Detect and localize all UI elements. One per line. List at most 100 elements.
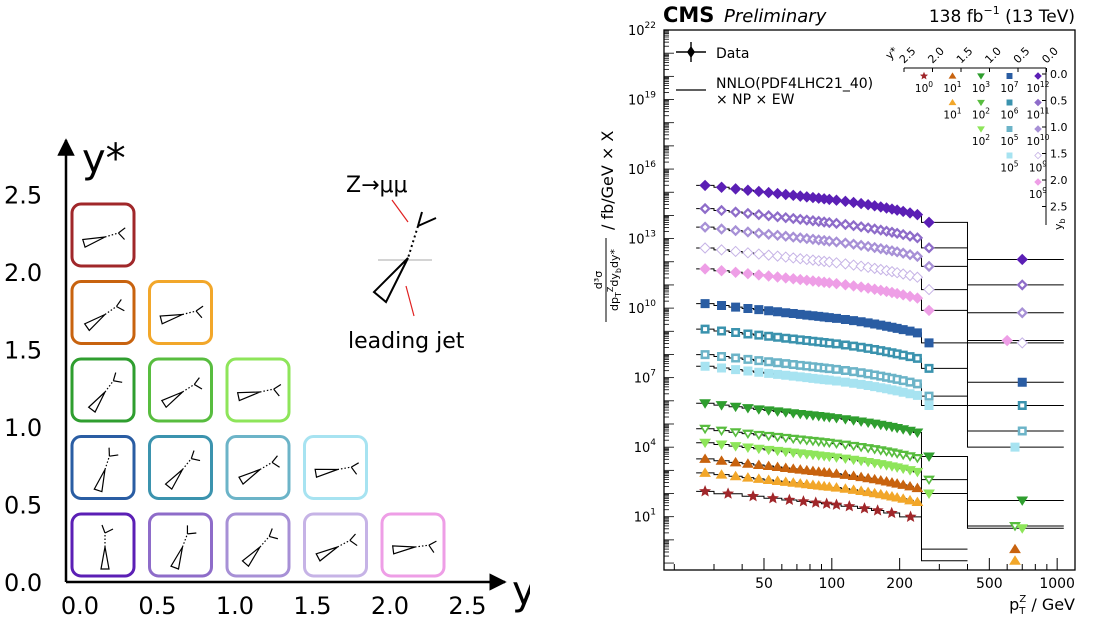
x-tick-label: 1000 — [1039, 576, 1075, 592]
bin-muon-line — [109, 454, 119, 457]
data-marker-inner — [810, 339, 815, 344]
ylabel-frac-den: dpTZdybdy* — [606, 249, 623, 311]
data-marker — [781, 370, 791, 380]
data-marker — [699, 438, 711, 449]
data-marker — [762, 270, 775, 282]
data-marker-inner — [733, 228, 739, 234]
data-marker-inner — [834, 367, 839, 372]
data-marker-inner — [834, 341, 839, 346]
data-marker-inner — [866, 346, 871, 351]
data-marker — [731, 302, 741, 312]
schematic-bin — [148, 280, 213, 345]
data-marker-inner — [907, 252, 913, 258]
schematic-axes: y* yb — [57, 136, 530, 618]
data-marker — [1001, 334, 1013, 347]
data-marker — [771, 407, 784, 417]
data-marker-inner — [851, 223, 857, 229]
data-marker — [764, 368, 774, 378]
bin-box — [225, 357, 291, 423]
data-marker-inner — [790, 234, 796, 240]
data-marker — [781, 308, 791, 318]
process-label: Z→μμ — [346, 173, 408, 198]
data-marker — [1016, 337, 1028, 349]
data-marker-inner — [719, 428, 725, 433]
bin-muon-line — [428, 540, 437, 546]
data-marker — [847, 196, 860, 209]
inset-top-label: 2.5 — [897, 45, 919, 67]
data-marker — [830, 277, 843, 290]
data-marker — [904, 510, 917, 522]
data-marker — [743, 303, 753, 313]
data-marker-inner — [775, 214, 781, 220]
data-marker-inner — [858, 242, 864, 248]
data-marker-inner — [901, 378, 906, 383]
x-tick-label: 50 — [755, 576, 773, 592]
schematic-y-tick: 2.5 — [4, 182, 42, 210]
data-marker — [924, 400, 934, 410]
data-marker — [897, 205, 909, 218]
inset-top-label: 0.5 — [1011, 45, 1033, 67]
data-marker-inner — [790, 216, 796, 222]
ylabel-rest: / fb/GeV × X — [598, 131, 617, 230]
bin-box — [70, 202, 136, 268]
data-marker — [771, 475, 784, 485]
data-marker — [797, 495, 810, 507]
x-axis-title: yb — [512, 568, 530, 618]
data-marker — [1009, 555, 1021, 565]
data-marker-inner — [797, 216, 803, 222]
bin-jet-cone — [236, 391, 261, 402]
bin-jet-cone — [93, 469, 106, 493]
inset-scale-label: 109 — [1029, 186, 1047, 201]
schematic-bin — [303, 512, 368, 578]
chart-lumi: 138 fb−1 (13 TeV) — [929, 4, 1075, 27]
data-marker-inner — [766, 231, 772, 237]
data-marker-inner — [702, 427, 708, 432]
data-marker — [855, 260, 867, 272]
data-marker-inner — [927, 366, 932, 371]
legend-data-label: Data — [716, 46, 749, 62]
bin-z-line — [182, 383, 195, 393]
inset-scale-label: 1011 — [1027, 107, 1050, 122]
data-marker — [783, 493, 796, 506]
data-marker-inner — [766, 434, 772, 439]
x-tick-label: 500 — [976, 576, 1003, 592]
y-tick-label: 1016 — [628, 160, 656, 178]
data-marker — [766, 491, 779, 504]
schematic-x-ticks: 0.0 0.5 1.0 1.5 2.0 2.5 — [61, 592, 487, 620]
data-marker — [1010, 442, 1020, 452]
data-marker — [699, 179, 711, 192]
data-marker — [731, 365, 741, 375]
data-marker-inner — [900, 250, 906, 256]
data-marker-inner — [719, 226, 725, 232]
data-marker — [904, 494, 916, 505]
bin-muon-line — [113, 380, 123, 383]
bin-jet-cone — [238, 468, 261, 486]
data-marker — [885, 506, 898, 519]
schematic-y-ticks: 0.0 0.5 1.0 1.5 2.0 2.5 — [4, 182, 42, 598]
data-marker-inner — [756, 230, 762, 236]
ylabel-frac-num: d³σ — [592, 271, 605, 289]
data-marker — [715, 244, 728, 256]
inset-marker — [977, 126, 985, 133]
schematic-bin — [148, 512, 213, 578]
y-tick-label: 104 — [634, 438, 657, 456]
data-marker-inner — [878, 348, 883, 353]
data-marker — [722, 487, 735, 499]
x-ticks: 50 100 200 500 1000 — [673, 558, 1075, 592]
data-marker-inner — [703, 352, 708, 357]
bin-muon-line — [428, 544, 435, 553]
schematic-bin — [70, 202, 136, 268]
data-marker — [891, 478, 904, 488]
data-marker — [831, 313, 841, 323]
schematic-x-tick: 1.5 — [293, 592, 331, 620]
data-marker-inner — [804, 338, 809, 343]
data-marker — [912, 328, 922, 338]
schematic-legend: Z→μμ leading jet — [346, 173, 465, 354]
data-marker — [762, 186, 775, 199]
inset-right-label: 2.5 — [1050, 201, 1068, 214]
bin-jet-cone — [160, 391, 183, 409]
bin-muon-line — [350, 462, 359, 468]
data-marker — [831, 376, 841, 386]
inset-right-label: 1.0 — [1050, 121, 1068, 134]
data-marker — [855, 485, 868, 495]
